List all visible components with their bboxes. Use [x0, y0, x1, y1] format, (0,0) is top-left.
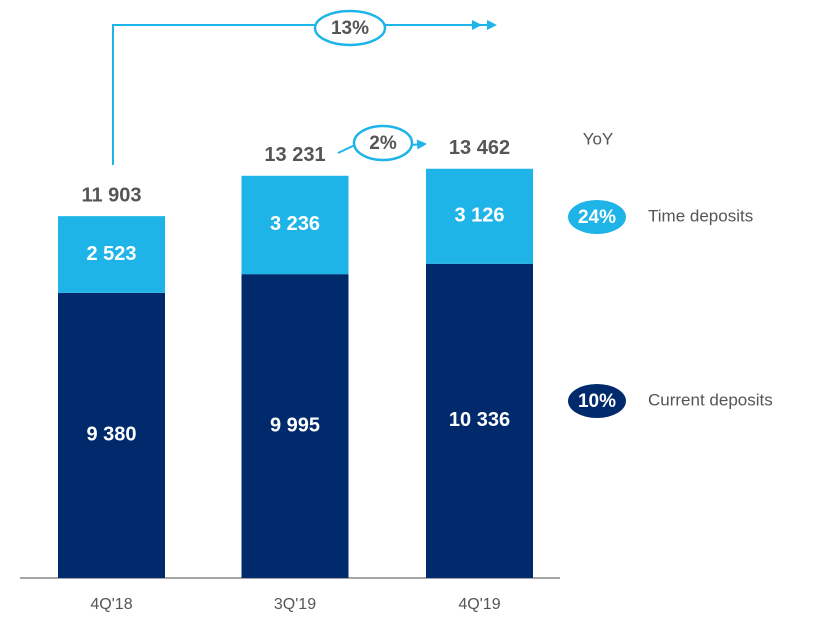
qoq-line — [337, 144, 356, 154]
x-tick-label: 3Q'19 — [274, 596, 316, 613]
legend-yoy: 24% — [578, 207, 616, 228]
x-tick-label: 4Q'18 — [90, 596, 132, 613]
bar-segment — [426, 263, 533, 578]
x-tick-label: 4Q'19 — [458, 596, 500, 613]
legend-badge — [568, 384, 626, 418]
value-label: 2 523 — [86, 243, 136, 265]
bar-segment — [58, 292, 165, 578]
legend-badge — [568, 200, 626, 234]
qoq-badge — [352, 124, 414, 162]
value-label: 3 126 — [454, 205, 504, 227]
value-label: 10 336 — [449, 409, 510, 431]
legend-label: Time deposits — [648, 206, 753, 225]
bar-segment — [58, 216, 165, 293]
total-label: 11 903 — [81, 184, 141, 206]
bar-segment — [241, 274, 349, 578]
value-label: 9 995 — [270, 414, 320, 436]
total-label: 13 231 — [264, 144, 325, 166]
bar-segment — [241, 175, 349, 275]
qoq-text: 2% — [369, 133, 397, 154]
growth-badge — [313, 9, 387, 47]
value-label: 9 380 — [86, 424, 136, 446]
legend-label: Current deposits — [648, 390, 773, 409]
yoy-header: YoY — [583, 129, 614, 148]
value-label: 3 236 — [270, 213, 320, 235]
legend-yoy: 10% — [578, 391, 616, 412]
growth-text: 13% — [331, 18, 369, 39]
total-label: 13 462 — [449, 137, 510, 159]
bar-segment — [426, 168, 533, 264]
